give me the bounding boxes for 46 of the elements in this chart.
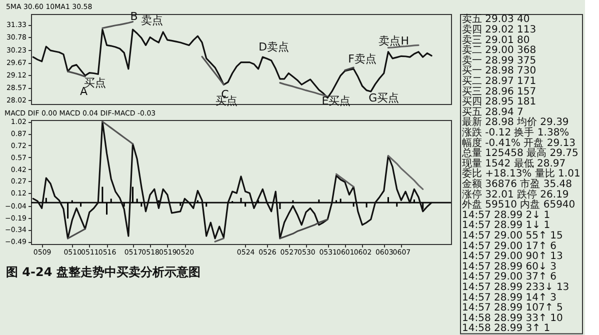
annotation: D卖点: [258, 40, 290, 54]
annotation: E买点: [322, 94, 351, 108]
line-series: [279, 82, 328, 98]
text: 委比 +18.13% 量比 1.01: [462, 168, 580, 180]
line-series: [335, 173, 354, 188]
text: 卖三 29.01 80: [462, 34, 530, 46]
text: 14:57 28.99 14↑ 3: [462, 292, 556, 304]
text: 卖二 29.00 368: [462, 44, 536, 56]
text: 14:58 28.99 33↑ 10: [462, 312, 563, 324]
text: 涨停 32.01 跌停 26.19: [462, 188, 569, 200]
text: 涨跌 -0.12 换手 1.38%: [462, 126, 570, 138]
text: 金额 36876 市盈 35.48: [462, 178, 572, 190]
text: 卖五 29.03 40: [462, 13, 530, 26]
text: 买四 28.95 181: [462, 96, 536, 108]
text: 14:57 29.00 17↑ 6: [462, 240, 556, 252]
line-series: [102, 120, 134, 145]
annotation: 卖点H: [378, 34, 409, 48]
line-series: [102, 20, 134, 29]
line-series: [67, 228, 86, 240]
text: 卖一 28.99 375: [462, 54, 536, 66]
text: 最新 28.98 均价 29.39: [462, 116, 569, 128]
text: 卖四 29.02 113: [462, 23, 536, 36]
text: 买五 28.94 7: [462, 106, 524, 118]
text: 14:57 29.00 90↑ 13: [462, 251, 563, 262]
line-series: [201, 56, 224, 86]
text: 14:57 28.99 107↑ 5: [462, 302, 563, 314]
text: 外盘 59510 内盘 65940: [462, 198, 576, 211]
text: 14:57 28.99 233↓ 13: [462, 282, 570, 293]
text: 买二 28.97 171: [462, 76, 536, 87]
text: 14:57 28.99 60↓ 3: [462, 261, 556, 272]
text: 14:57 28.99 2↓ 1: [462, 210, 550, 221]
line-series: [387, 154, 424, 190]
annotation: 卖点: [141, 14, 164, 27]
text: 幅度 -0.41% 开盘 29.13: [462, 136, 576, 149]
text: 14:57 29.00 55↑ 15: [462, 230, 563, 242]
text: 买三 28.96 157: [462, 86, 536, 98]
caption: 图 4-24 盘整走势中买卖分析示意图: [6, 265, 200, 279]
text: 14:57 28.99 1↓ 1: [462, 220, 550, 232]
text: 买一 28.98 730: [462, 66, 536, 77]
line-series: [279, 218, 328, 240]
text: 14:57 29.00 37↑ 6: [462, 272, 556, 283]
text: 总量 125458 最高 29.75: [461, 147, 578, 160]
text: 14:58 28.99 3↑ 1: [462, 323, 550, 334]
annotation: F卖点: [348, 52, 376, 66]
text: 现量 1542 最低 28.97: [462, 158, 566, 170]
annotation: G买点: [368, 91, 400, 104]
